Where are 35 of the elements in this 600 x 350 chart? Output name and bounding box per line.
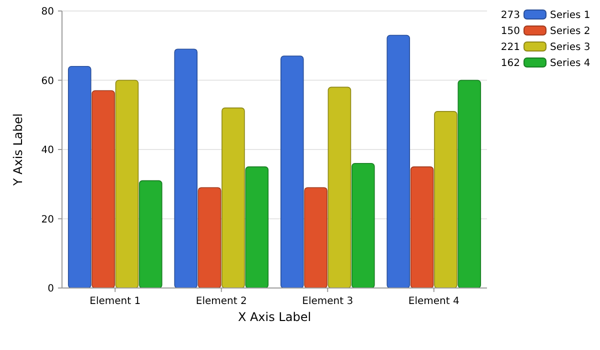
x-tick-label: Element 2 (196, 296, 247, 307)
bar (280, 56, 304, 288)
bar (328, 86, 352, 288)
bar (351, 162, 375, 288)
y-tick-label: 40 (41, 145, 54, 156)
bar (222, 108, 245, 288)
bar (386, 34, 410, 288)
bar (245, 166, 269, 288)
y-tick-label: 80 (41, 6, 54, 18)
bar (458, 80, 482, 288)
legend-label: Series 1 (550, 10, 590, 21)
bar (304, 187, 328, 288)
text: 221 (500, 42, 520, 53)
x-tick-label: Element 3 (302, 296, 354, 307)
legend-label: Series 2 (550, 26, 590, 37)
bar (434, 111, 458, 288)
text: 273 (500, 10, 520, 21)
bar (410, 166, 434, 288)
x-tick-label: Element 4 (408, 296, 460, 307)
bar (174, 48, 198, 288)
bar (92, 90, 115, 288)
legend-label: Series 3 (550, 42, 590, 53)
x-tick-label: Element 1 (90, 296, 141, 307)
legend-label: Series 4 (550, 58, 590, 69)
y-tick-label: 20 (41, 214, 54, 226)
y-axis-title: Y Axis Label (11, 113, 25, 187)
x-axis-title: X Axis Label (238, 310, 312, 324)
bar (115, 80, 139, 288)
bar (198, 187, 222, 288)
y-tick-label: 60 (41, 76, 54, 87)
text: 150 (500, 26, 520, 37)
y-tick-label: 0 (48, 284, 54, 294)
bar (68, 66, 92, 288)
bar (138, 180, 162, 288)
text: 162 (500, 58, 520, 69)
